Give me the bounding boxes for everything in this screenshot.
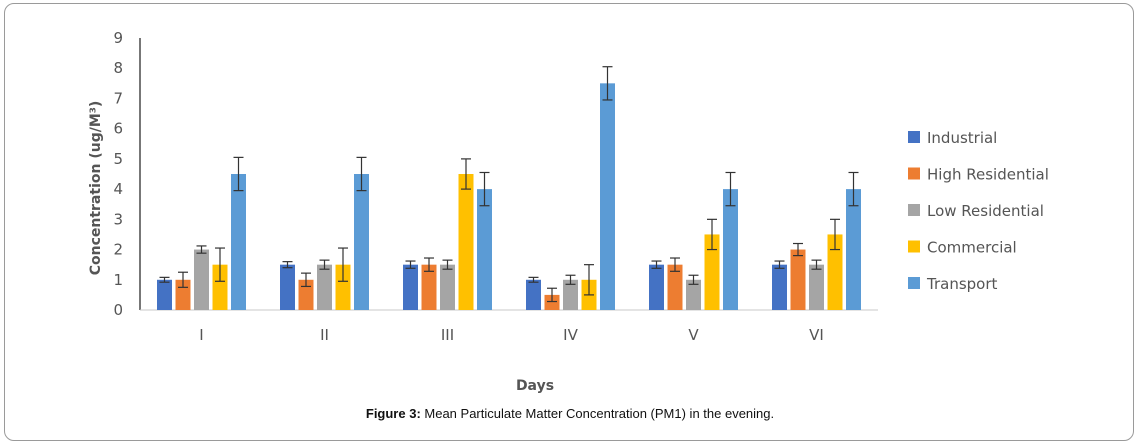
bar xyxy=(317,264,332,310)
bar xyxy=(544,294,560,310)
y-tick-label: 3 xyxy=(113,210,123,228)
figure-caption: Figure 3: Mean Particulate Matter Concen… xyxy=(0,406,1140,421)
bar xyxy=(649,264,664,310)
bar xyxy=(421,264,437,310)
y-tick-label: 6 xyxy=(113,120,123,138)
y-tick-label: 8 xyxy=(113,59,123,77)
bar xyxy=(298,279,314,310)
x-axis-title: Days xyxy=(516,378,554,394)
legend-swatch xyxy=(908,131,920,143)
x-tick-label: V xyxy=(688,326,699,344)
y-tick-label: 9 xyxy=(113,29,123,47)
bars xyxy=(157,66,861,310)
x-tick-label: I xyxy=(199,326,203,344)
y-tick-label: 0 xyxy=(113,301,123,319)
legend-label: Transport xyxy=(926,275,998,293)
bar xyxy=(526,279,541,310)
legend-label: Commercial xyxy=(927,239,1017,257)
bar xyxy=(194,249,209,310)
caption-label: Figure 3: xyxy=(365,406,421,421)
bar xyxy=(667,264,683,310)
bar xyxy=(403,264,418,310)
bar xyxy=(686,279,701,310)
plot-area xyxy=(139,38,878,311)
legend-swatch xyxy=(908,204,920,216)
y-tick-label: 7 xyxy=(113,89,123,107)
x-tick-label: II xyxy=(320,326,329,344)
bar xyxy=(157,279,172,310)
figure-frame xyxy=(4,3,1134,441)
bar xyxy=(723,189,738,310)
legend-label: High Residential xyxy=(927,166,1049,184)
x-tick-label: III xyxy=(441,326,454,344)
bar xyxy=(772,264,787,310)
y-axis-title: Concentration (ug/M³) xyxy=(88,101,104,276)
legend: Industrial High Residential Low Residentia… xyxy=(908,129,1049,293)
bar xyxy=(563,279,578,310)
bar xyxy=(212,264,228,310)
caption-text: Mean Particulate Matter Concentration (P… xyxy=(420,406,775,421)
y-tick-label: 2 xyxy=(113,241,123,259)
legend-label: Industrial xyxy=(927,129,997,147)
bar xyxy=(846,189,861,310)
bar xyxy=(458,174,474,310)
x-tick-label: IV xyxy=(563,326,578,344)
bar xyxy=(280,264,295,310)
bar xyxy=(704,234,720,310)
legend-swatch xyxy=(908,167,920,180)
y-tick-label: 4 xyxy=(113,180,123,198)
bar xyxy=(335,264,351,310)
bar xyxy=(600,83,615,310)
legend-label: Low Residential xyxy=(927,202,1044,220)
bar xyxy=(231,174,246,310)
bar xyxy=(440,264,455,310)
bar xyxy=(477,189,492,310)
y-tick-label: 1 xyxy=(113,271,123,289)
legend-swatch xyxy=(908,240,920,253)
bar xyxy=(354,174,369,310)
bar xyxy=(790,249,806,310)
y-tick-label: 5 xyxy=(113,150,123,168)
bar xyxy=(809,264,824,310)
legend-swatch xyxy=(908,277,920,289)
x-tick-label: VI xyxy=(809,326,824,344)
bar xyxy=(827,234,843,310)
